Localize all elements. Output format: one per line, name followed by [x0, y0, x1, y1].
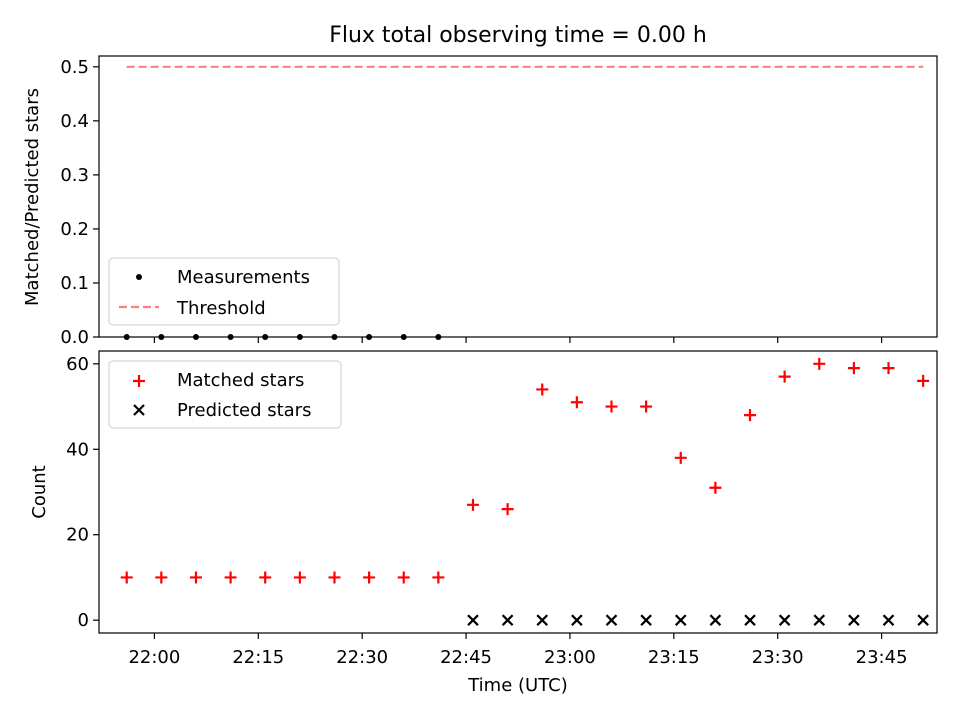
legend-predicted-label: Predicted stars [177, 400, 311, 421]
predicted-star-point [605, 614, 618, 626]
bottom-plot-marks [120, 357, 930, 626]
bottom-panel: Count Time (UTC) 0 20 40 60 22:00 22:15 22:30… [29, 350, 938, 696]
bottom-xtick-label: 23:15 [648, 647, 700, 668]
matched-star-point [778, 370, 791, 383]
bottom-x-ticks: 22:00 22:15 22:30 22:45 23:00 23:15 23:30 23:45 [128, 633, 908, 668]
predicted-star-point [813, 614, 826, 626]
predicted-star-point [467, 614, 479, 626]
top-panel: Flux total observing time = 0.00 h Match… [22, 23, 938, 348]
matched-star-point [293, 571, 306, 584]
matched-star-point [397, 571, 410, 584]
bottom-xlabel: Time (UTC) [467, 675, 568, 696]
matched-star-point [224, 571, 237, 584]
top-ytick-label: 0.5 [60, 57, 89, 78]
matched-star-point [709, 481, 722, 494]
bottom-xtick-label: 23:45 [856, 647, 908, 668]
legend-matched-marker [133, 375, 145, 387]
top-ytick-label: 0.3 [60, 165, 89, 186]
top-axes-frame [98, 55, 938, 338]
predicted-star-point [536, 614, 549, 626]
matched-star-point [363, 571, 376, 584]
top-ytick-label: 0.4 [60, 111, 89, 132]
bottom-xtick-label: 22:15 [232, 647, 284, 668]
predicted-star-point [674, 614, 687, 626]
bottom-xtick-label: 22:30 [336, 647, 388, 668]
bottom-legend-box [108, 360, 342, 429]
bottom-xtick-label: 23:00 [544, 647, 596, 668]
matched-star-point [466, 498, 479, 511]
bottom-legend: Matched stars Predicted stars [108, 360, 342, 429]
bottom-ylabel: Count [29, 465, 50, 518]
top-ytick-label: 0.2 [60, 219, 89, 240]
legend-measurements-marker [136, 274, 142, 280]
matched-star-point [847, 362, 860, 375]
bottom-xtick-label: 23:30 [752, 647, 804, 668]
top-ytick-label: 0.0 [60, 327, 89, 348]
legend-threshold-label: Threshold [176, 298, 266, 319]
top-ylabel: Matched/Predicted stars [22, 88, 43, 306]
predicted-star-point [744, 614, 756, 626]
legend-matched-label: Matched stars [177, 370, 304, 391]
top-legend-box [108, 257, 340, 326]
legend-predicted-marker [133, 404, 145, 416]
matched-star-point [536, 383, 549, 396]
matched-star-point [259, 571, 272, 584]
predicted-star-point [640, 614, 652, 626]
predicted-star-point [709, 614, 722, 626]
bottom-ytick-label: 0 [78, 610, 89, 631]
bottom-y-ticks: 0 20 40 60 [66, 354, 99, 631]
bottom-xtick-label: 22:00 [128, 647, 180, 668]
top-ytick-label: 0.1 [60, 273, 89, 294]
matched-star-point [813, 357, 826, 370]
matched-star-point [605, 400, 618, 413]
top-y-ticks: 0.0 0.1 0.2 0.3 0.4 0.5 [60, 57, 99, 348]
matched-star-point [640, 400, 653, 413]
legend-measurements-label: Measurements [177, 267, 310, 288]
top-x-ticks [153, 337, 883, 343]
matched-star-point [882, 362, 895, 375]
matched-star-point [501, 503, 514, 516]
matched-star-point [744, 409, 757, 422]
matched-star-point [189, 571, 202, 584]
bottom-ytick-label: 40 [66, 439, 89, 460]
bottom-ytick-label: 20 [66, 525, 89, 546]
top-chart-title: Flux total observing time = 0.00 h [329, 23, 707, 48]
predicted-star-point [848, 614, 860, 626]
matched-star-point [328, 571, 341, 584]
matched-star-point [432, 571, 445, 584]
predicted-star-point [882, 614, 895, 626]
predicted-star-point [571, 614, 583, 626]
matched-star-point [570, 396, 583, 409]
bottom-axes-frame [98, 350, 938, 634]
predicted-star-point [917, 614, 929, 626]
bottom-xtick-label: 22:45 [440, 647, 492, 668]
top-legend: Measurements Threshold [108, 257, 340, 326]
matched-star-point [155, 571, 168, 584]
matched-star-point [120, 571, 133, 584]
matched-star-point [917, 374, 930, 387]
predicted-star-point [501, 614, 514, 626]
bottom-ytick-label: 60 [66, 354, 89, 375]
predicted-star-point [778, 614, 791, 626]
matched-star-point [674, 451, 687, 464]
